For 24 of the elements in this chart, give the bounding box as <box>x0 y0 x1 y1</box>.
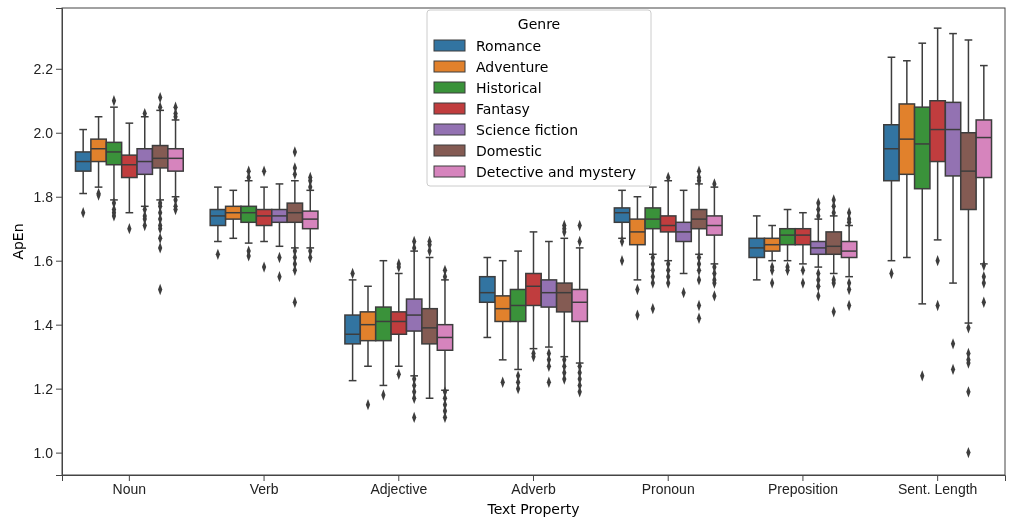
legend-label: Domestic <box>476 143 542 159</box>
x-axis-title: Text Property <box>486 501 580 517</box>
y-tick-label: 1.6 <box>33 252 54 269</box>
y-tick-label: 1.0 <box>33 444 54 461</box>
y-tick-label: 2.0 <box>33 124 54 141</box>
x-tick-label: Adverb <box>511 480 556 497</box>
y-axis-title: ApEn <box>10 223 26 260</box>
legend-label: Adventure <box>476 59 549 75</box>
x-tick-label: Sent. Length <box>897 480 978 497</box>
x-tick-label: Preposition <box>767 480 838 497</box>
x-tick-label: Noun <box>112 480 147 497</box>
x-tick-label: Verb <box>249 480 279 497</box>
y-tick-label: 1.8 <box>33 188 54 205</box>
legend-label: Science fiction <box>476 122 579 138</box>
legend-label: Fantasy <box>476 101 530 117</box>
legend-label: Detective and mystery <box>476 164 637 180</box>
legend-label: Romance <box>476 38 542 54</box>
x-tick-label: Pronoun <box>641 480 695 497</box>
y-tick-label: 2.2 <box>33 60 54 77</box>
x-tick-label: Adjective <box>370 480 428 497</box>
y-tick-label: 1.4 <box>33 316 54 333</box>
legend-label: Historical <box>476 80 542 96</box>
y-tick-label: 1.2 <box>33 380 54 397</box>
legend-title: Genre <box>517 16 561 32</box>
